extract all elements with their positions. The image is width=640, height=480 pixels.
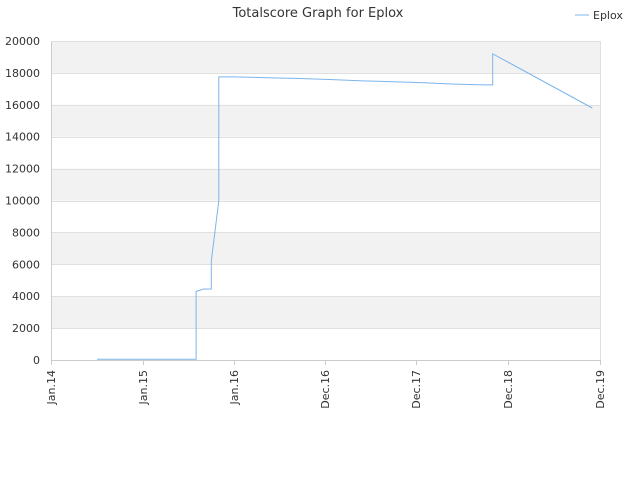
plot-band: [51, 104, 600, 137]
plot-band: [51, 296, 600, 329]
plot-band: [51, 41, 600, 73]
chart-title: Totalscore Graph for Eplox: [232, 6, 404, 21]
y-tick-label: 6000: [12, 258, 40, 271]
y-tick-label: 14000: [5, 131, 40, 144]
y-tick-labels: 0 2000 4000 6000 8000 10000 12000 14000 16000 180…: [5, 35, 40, 367]
plot-bands: [51, 41, 600, 329]
y-tick-label: 8000: [12, 226, 40, 239]
y-tick-label: 16000: [5, 99, 40, 112]
plot-band: [51, 232, 600, 265]
x-tick-label: Jan.15: [137, 370, 150, 405]
x-tick-label: Dec.16: [319, 370, 332, 409]
x-tick-label: Jan.14: [45, 370, 58, 405]
y-tick-label: 0: [33, 354, 40, 367]
series-eplox: [97, 52, 593, 360]
y-tick-label: 18000: [5, 67, 40, 80]
axes: [51, 41, 601, 365]
x-tick-label: Dec.19: [594, 370, 607, 409]
legend[interactable]: Eplox: [575, 9, 623, 22]
legend-label-eplox: Eplox: [593, 9, 623, 22]
x-tick-label: Jan.16: [228, 370, 241, 405]
x-tick-labels: Jan.14 Jan.15 Jan.16 Dec.16 Dec.17 Dec.18 Dec.…: [45, 370, 607, 409]
plot-band: [51, 168, 600, 201]
y-tick-label: 4000: [12, 290, 40, 303]
y-tick-label: 12000: [5, 163, 40, 176]
x-tick-label: Dec.18: [502, 370, 515, 409]
y-tick-label: 20000: [5, 35, 40, 48]
series-line: [97, 52, 593, 360]
y-tick-label: 2000: [12, 322, 40, 335]
x-tick-label: Dec.17: [410, 370, 423, 409]
y-tick-label: 10000: [5, 195, 40, 208]
